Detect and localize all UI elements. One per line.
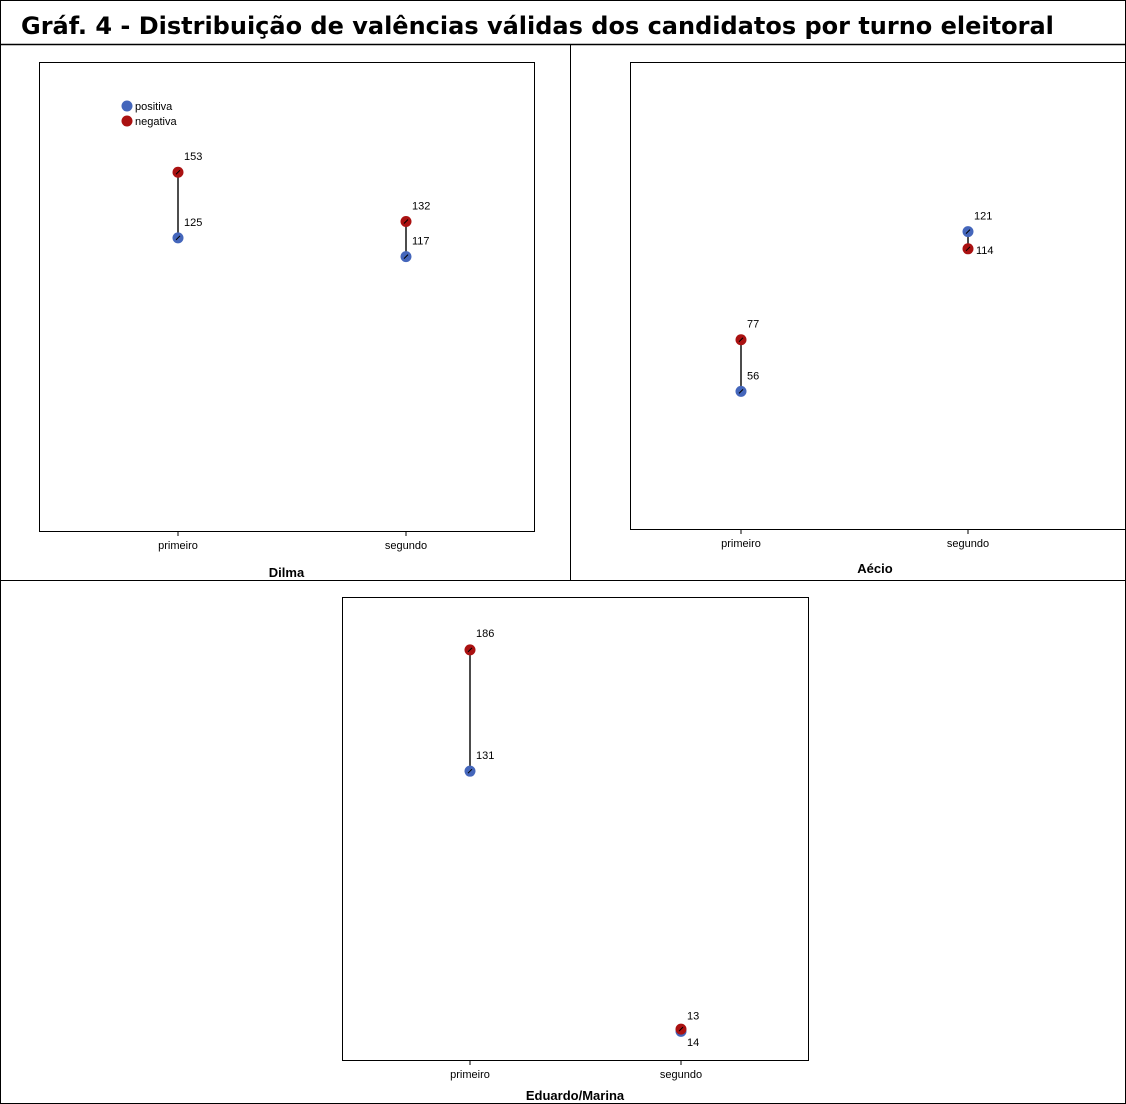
point-mark <box>738 337 744 343</box>
x-tick-label: primeiro <box>158 540 198 552</box>
legend-label-positiva: positiva <box>135 101 173 113</box>
point-mark <box>175 235 181 241</box>
data-label: 125 <box>184 217 202 229</box>
figure-title: Gráf. 4 - Distribuição de valências váli… <box>21 12 1054 40</box>
x-tick-label: primeiro <box>450 1069 490 1081</box>
point-mark <box>965 246 971 252</box>
data-label: 153 <box>184 151 202 163</box>
legend-marker-positiva <box>121 100 133 112</box>
data-label: 121 <box>974 211 992 223</box>
point-mark <box>403 254 409 259</box>
x-axis-label: Dilma <box>269 565 305 580</box>
data-label: 14 <box>687 1037 699 1049</box>
data-label: 13 <box>687 1010 699 1022</box>
chart-panel: primeiro segundo Aécio 56 121 77 114 <box>630 62 1126 576</box>
panels: primeiro segundoDilma125117153132primeiro… <box>39 62 1126 1103</box>
x-axis-label: Aécio <box>857 561 892 576</box>
plot-frame <box>342 597 809 1061</box>
x-tick-label: segundo <box>660 1069 702 1081</box>
x-tick-label: segundo <box>947 538 989 550</box>
legend-label-negativa: negativa <box>135 116 177 128</box>
legend-marker-negativa <box>121 115 133 127</box>
data-label: 77 <box>747 319 759 331</box>
point-mark <box>175 169 181 175</box>
data-label: 132 <box>412 200 430 212</box>
x-axis-label: Eduardo/Marina <box>526 1088 625 1103</box>
legend: positiva negativa <box>121 100 177 128</box>
x-tick-label: primeiro <box>721 538 761 550</box>
data-label: 131 <box>476 750 494 762</box>
data-label: 56 <box>747 370 759 382</box>
x-tick-label: segundo <box>385 540 427 552</box>
point-mark <box>678 1026 684 1032</box>
plot-frame <box>39 62 535 532</box>
data-label: 117 <box>412 236 430 248</box>
chart-panel: primeiro segundo Dilma 125 117 153 132 <box>39 62 535 580</box>
point-mark <box>467 768 473 774</box>
data-label: 186 <box>476 628 494 640</box>
point-mark <box>965 229 971 234</box>
point-mark <box>738 389 744 394</box>
point-mark <box>403 219 409 224</box>
plot-frame <box>630 62 1126 530</box>
chart-panel: primeiro segundo Eduardo/Marina 131 13 186 14 <box>342 597 809 1103</box>
point-mark <box>467 647 473 653</box>
data-label: 114 <box>976 245 994 257</box>
